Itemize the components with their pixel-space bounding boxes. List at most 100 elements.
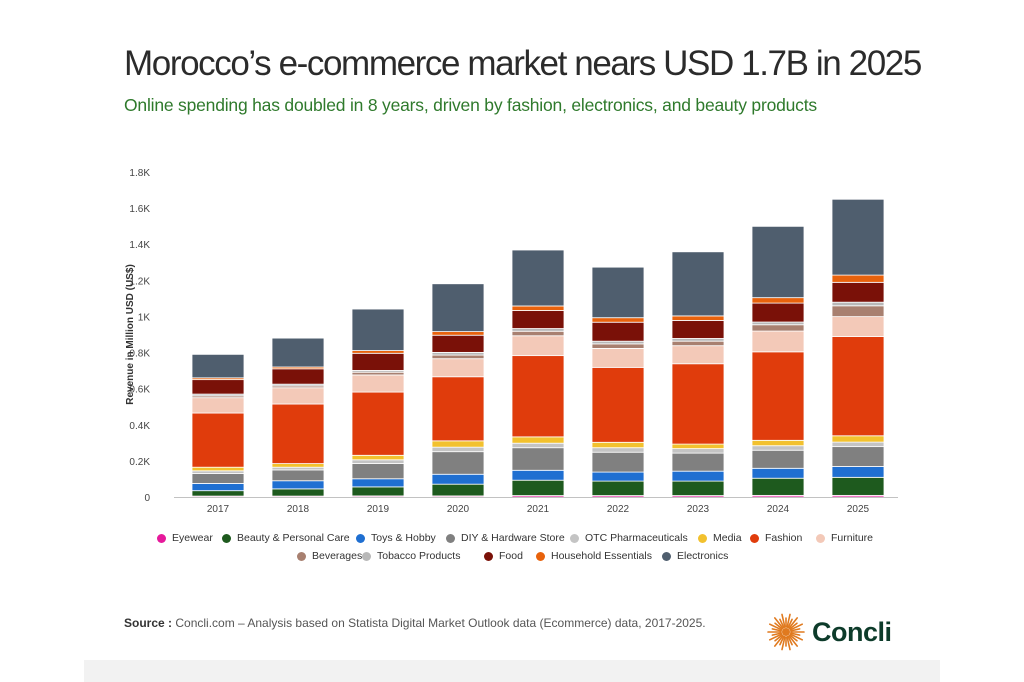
logo-ray <box>789 634 798 642</box>
logo-center <box>782 628 790 636</box>
bar-food-2019 <box>351 352 405 371</box>
bar-food-2023 <box>671 320 725 339</box>
x-tick-label: 2023 <box>687 504 710 515</box>
bar-furniture-2017 <box>191 397 245 414</box>
y-tick-label: 1.6K <box>129 204 150 215</box>
legend-item: Beauty & Personal Care <box>222 532 350 544</box>
bar-media-2020 <box>431 440 485 448</box>
legend-swatch <box>356 533 365 543</box>
bar-toys-hobby-2019 <box>351 478 405 488</box>
legend-swatch <box>816 533 825 543</box>
bar-beauty-personal-care-2019 <box>351 486 405 497</box>
legend-label: Tobacco Products <box>377 550 461 562</box>
bar-fashion-2020 <box>431 376 485 442</box>
bar-electronics-2023 <box>671 251 725 317</box>
y-tick-label: 0.6K <box>129 385 150 396</box>
bar-toys-hobby-2025 <box>831 466 885 478</box>
bar-food-2022 <box>591 321 645 342</box>
chart-subtitle: Online spending has doubled in 8 years, … <box>124 95 817 115</box>
bar-media-2024 <box>751 439 805 447</box>
bar-tobacco-products-2021 <box>511 328 565 332</box>
bar-beauty-personal-care-2018 <box>271 488 325 497</box>
sunburst-logo-icon <box>767 613 805 651</box>
bar-otc-pharmaceuticals-2023 <box>671 448 725 454</box>
bar-beverages-2020 <box>431 354 485 360</box>
legend-label: Toys & Hobby <box>371 532 436 544</box>
legend-item: OTC Pharmaceuticals <box>570 532 688 544</box>
bar-electronics-2025 <box>831 198 885 276</box>
logo-ray <box>786 636 791 651</box>
bar-food-2018 <box>271 368 325 385</box>
bar-toys-hobby-2017 <box>191 483 245 492</box>
bar-diy-hardware-store-2024 <box>751 449 805 469</box>
bar-electronics-2024 <box>751 225 805 299</box>
source-note: Source : Concli.com – Analysis based on … <box>124 614 724 632</box>
bar-food-2021 <box>511 310 565 329</box>
bar-beverages-2023 <box>671 340 725 347</box>
legend-item: Beverages <box>297 550 362 562</box>
bar-electronics-2021 <box>511 249 565 307</box>
bar-tobacco-products-2023 <box>671 338 725 342</box>
bar-toys-hobby-2024 <box>751 467 805 479</box>
logo-ray <box>789 623 804 631</box>
logo-text: Concli <box>812 616 892 647</box>
bar-household-essentials-2021 <box>511 305 565 311</box>
bar-fashion-2019 <box>351 391 405 456</box>
legend-label: DIY & Hardware Store <box>461 532 565 544</box>
bar-electronics-2017 <box>191 353 245 379</box>
legend-swatch <box>297 551 306 561</box>
bar-diy-hardware-store-2022 <box>591 451 645 473</box>
bar-otc-pharmaceuticals-2021 <box>511 442 565 449</box>
y-tick-label: 0.4K <box>129 421 150 432</box>
legend-label: Furniture <box>831 532 874 544</box>
bar-otc-pharmaceuticals-2018 <box>271 466 325 471</box>
y-tick-label: 1.2K <box>129 276 150 287</box>
bar-media-2019 <box>351 454 405 461</box>
bar-tobacco-products-2024 <box>751 321 805 326</box>
y-tick-label: 0 <box>144 493 150 504</box>
logo-ray <box>787 618 793 629</box>
bar-food-2024 <box>751 302 805 323</box>
bar-furniture-2023 <box>671 345 725 365</box>
bar-furniture-2021 <box>511 335 565 357</box>
legend-swatch <box>536 551 545 561</box>
bar-furniture-2025 <box>831 316 885 337</box>
legend-label: Food <box>499 550 523 562</box>
bar-diy-hardware-store-2021 <box>511 447 565 471</box>
y-tick-label: 0.8K <box>129 349 150 360</box>
legend-label: Media <box>713 532 742 544</box>
logo-ray <box>768 633 783 641</box>
legend-label: Electronics <box>677 550 729 562</box>
legend-item: Electronics <box>662 550 728 562</box>
bar-furniture-2020 <box>431 358 485 378</box>
logo-ray <box>781 636 786 651</box>
logo-ray <box>771 632 782 636</box>
bar-beauty-personal-care-2020 <box>431 483 485 497</box>
legend-swatch <box>484 551 493 561</box>
legend-label: OTC Pharmaceuticals <box>585 532 688 544</box>
logo-ray <box>790 628 801 632</box>
logo-ray <box>781 613 786 628</box>
bar-food-2020 <box>431 334 485 353</box>
legend-swatch <box>750 533 759 543</box>
bar-toys-hobby-2023 <box>671 470 725 482</box>
legend-swatch <box>570 533 579 543</box>
x-tick-label: 2021 <box>527 504 550 515</box>
y-tick-label: 1.4K <box>129 240 150 251</box>
bar-electronics-2022 <box>591 266 645 319</box>
bar-beverages-2024 <box>751 324 805 332</box>
bar-toys-hobby-2021 <box>511 469 565 481</box>
bar-toys-hobby-2020 <box>431 473 485 485</box>
bar-otc-pharmaceuticals-2024 <box>751 445 805 451</box>
legend-label: Beverages <box>312 550 363 562</box>
bar-diy-hardware-store-2020 <box>431 451 485 475</box>
legend-item: Tobacco Products <box>362 550 460 562</box>
legend-item: Food <box>484 550 523 562</box>
bar-electronics-2019 <box>351 308 405 351</box>
bar-food-2025 <box>831 281 885 303</box>
logo-ray <box>790 632 801 636</box>
logo-ray <box>779 618 785 629</box>
x-tick-label: 2019 <box>367 504 390 515</box>
y-axis-label: Revenue in Million USD (US$) <box>125 264 136 405</box>
